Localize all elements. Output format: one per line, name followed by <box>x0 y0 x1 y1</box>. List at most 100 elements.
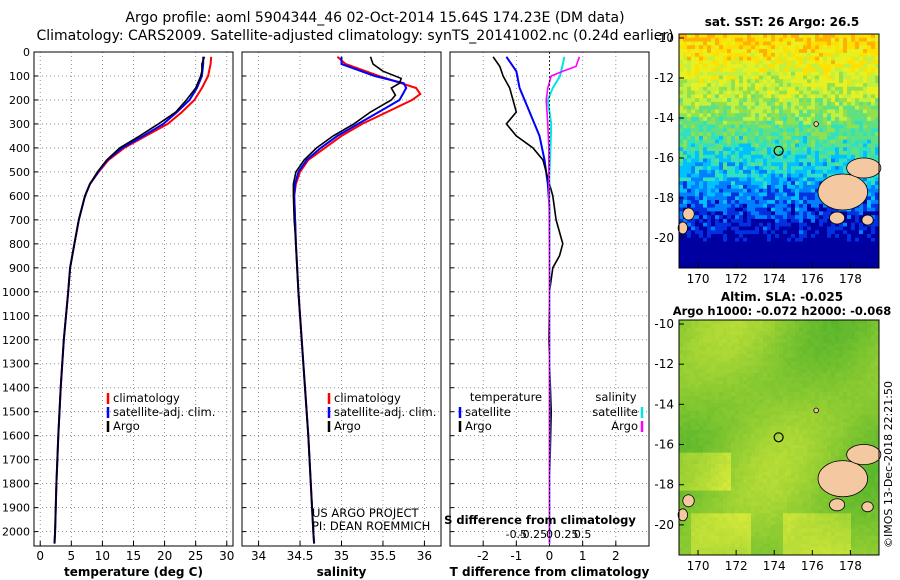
map-cell <box>815 335 820 340</box>
map-cell <box>751 34 756 39</box>
map-cell <box>679 113 684 118</box>
map-cell <box>707 147 712 152</box>
map-cell <box>803 177 808 182</box>
map-cell <box>727 245 732 250</box>
map-cell <box>831 338 836 344</box>
map-cell <box>719 380 724 385</box>
map-cell <box>839 256 844 261</box>
map-cell <box>723 218 728 224</box>
map-cell <box>743 373 748 378</box>
map-cell <box>791 143 796 148</box>
map-cell <box>763 128 768 133</box>
map-cell <box>759 226 764 231</box>
map-cell <box>799 49 804 54</box>
map-cell <box>763 147 768 152</box>
map-cell <box>863 414 868 419</box>
map-cell <box>759 188 764 193</box>
map-cell <box>715 169 720 175</box>
map-cell <box>691 218 696 224</box>
salinity-panel: 34 34.5 35 35.5 36salinityclimatologysatelli… <box>241 51 442 579</box>
map-cell <box>835 361 840 366</box>
map-cell <box>747 192 752 197</box>
map-cell <box>799 437 804 442</box>
map-cell <box>763 380 768 385</box>
map-cell <box>707 327 712 332</box>
map-cell <box>811 241 816 246</box>
map-cell <box>743 71 748 76</box>
map-cell <box>791 64 796 69</box>
map-cell <box>699 135 704 141</box>
map-cell <box>823 414 828 419</box>
map-cell <box>807 52 812 58</box>
map-cell <box>851 414 856 419</box>
map-cell <box>691 222 696 227</box>
map-cell <box>839 128 844 133</box>
map-cell <box>819 422 824 427</box>
map-cell <box>723 260 728 265</box>
map-cell <box>831 75 836 80</box>
map-cell <box>751 41 756 46</box>
map-cell <box>691 113 696 118</box>
map-cell <box>827 120 832 125</box>
map-cell <box>727 109 732 114</box>
map-cell <box>691 151 696 156</box>
map-cell <box>867 320 872 325</box>
map-cell <box>739 177 744 182</box>
map-cell <box>767 350 772 355</box>
map-cell <box>683 105 688 110</box>
map-cell <box>683 342 688 347</box>
map-cell <box>855 410 860 416</box>
map-cell <box>751 249 756 254</box>
map-cell <box>787 90 792 95</box>
map-cell <box>703 166 708 171</box>
map-cell <box>687 86 692 92</box>
map-cell <box>723 101 728 107</box>
map-cell <box>719 365 724 370</box>
map-cell <box>795 158 800 163</box>
map-cell <box>835 113 840 118</box>
map-cell <box>731 132 736 137</box>
map-cell <box>783 117 788 122</box>
map-cell <box>779 346 784 351</box>
map-cell <box>783 437 788 442</box>
map-cell <box>831 335 836 340</box>
map-cell <box>811 143 816 148</box>
map-cell <box>827 113 832 118</box>
map-cell <box>799 132 804 137</box>
map-cell <box>839 260 844 265</box>
map-cell <box>847 252 852 258</box>
map-cell <box>795 222 800 227</box>
map-cell <box>719 162 724 167</box>
map-cell <box>695 173 700 178</box>
x-tick-label: 5 <box>67 549 75 563</box>
map-cell <box>727 90 732 95</box>
map-cell <box>799 226 804 231</box>
map-cell <box>687 361 692 366</box>
map-cell <box>711 426 716 431</box>
map-cell <box>779 173 784 178</box>
map-cell <box>707 380 712 385</box>
map-cell <box>739 346 744 351</box>
map-cell <box>815 158 820 163</box>
map-cell <box>719 83 724 88</box>
map-cell <box>687 365 692 370</box>
map-cell <box>759 392 764 397</box>
map-cell <box>687 357 692 363</box>
map-cell <box>859 365 864 370</box>
map-cell <box>771 154 776 159</box>
map-cell <box>759 373 764 378</box>
map-cell <box>871 34 876 39</box>
map-cell <box>751 437 756 442</box>
map-cell <box>699 418 704 423</box>
map-cell <box>735 384 740 389</box>
map-cell <box>843 154 848 159</box>
map-cell <box>847 226 852 231</box>
map-cell <box>755 184 760 190</box>
map-cell <box>807 380 812 385</box>
map-cell <box>867 211 872 216</box>
map-cell <box>767 230 772 235</box>
map-cell <box>847 395 852 400</box>
map-cell <box>771 418 776 423</box>
map-cell <box>747 124 752 129</box>
map-cell <box>767 147 772 152</box>
